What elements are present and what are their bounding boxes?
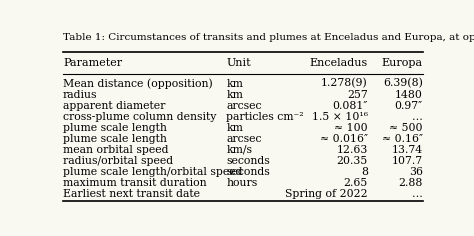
Text: 36: 36 — [409, 167, 423, 177]
Text: cross-plume column density: cross-plume column density — [63, 112, 216, 122]
Text: Spring of 2022: Spring of 2022 — [285, 189, 368, 199]
Text: ≈ 100: ≈ 100 — [334, 123, 368, 133]
Text: plume scale length: plume scale length — [63, 134, 167, 144]
Text: km/s: km/s — [227, 145, 252, 155]
Text: Earliest next transit date: Earliest next transit date — [63, 189, 200, 199]
Text: ≈ 0.016″: ≈ 0.016″ — [319, 134, 368, 144]
Text: 2.88: 2.88 — [399, 178, 423, 188]
Text: mean orbital speed: mean orbital speed — [63, 145, 168, 155]
Text: …: … — [412, 112, 423, 122]
Text: 1.5 × 10¹⁶: 1.5 × 10¹⁶ — [312, 112, 368, 122]
Text: Europa: Europa — [382, 58, 423, 68]
Text: km: km — [227, 123, 243, 133]
Text: particles cm⁻²: particles cm⁻² — [227, 112, 304, 122]
Text: seconds: seconds — [227, 156, 270, 166]
Text: 6.39(8): 6.39(8) — [383, 78, 423, 89]
Text: plume scale length/orbital speed: plume scale length/orbital speed — [63, 167, 242, 177]
Text: ≈ 500: ≈ 500 — [390, 123, 423, 133]
Text: 13.74: 13.74 — [392, 145, 423, 155]
Text: arcsec: arcsec — [227, 134, 262, 144]
Text: 257: 257 — [347, 90, 368, 100]
Text: 107.7: 107.7 — [392, 156, 423, 166]
Text: ≈ 0.16″: ≈ 0.16″ — [382, 134, 423, 144]
Text: Mean distance (opposition): Mean distance (opposition) — [63, 78, 213, 89]
Text: radius: radius — [63, 90, 98, 100]
Text: 1480: 1480 — [395, 90, 423, 100]
Text: maximum transit duration: maximum transit duration — [63, 178, 207, 188]
Text: Enceladus: Enceladus — [310, 58, 368, 68]
Text: 8: 8 — [361, 167, 368, 177]
Text: 0.081″: 0.081″ — [332, 101, 368, 111]
Text: radius/orbital speed: radius/orbital speed — [63, 156, 173, 166]
Text: …: … — [412, 189, 423, 199]
Text: km: km — [227, 79, 243, 88]
Text: 0.97″: 0.97″ — [395, 101, 423, 111]
Text: hours: hours — [227, 178, 258, 188]
Text: arcsec: arcsec — [227, 101, 262, 111]
Text: apparent diameter: apparent diameter — [63, 101, 165, 111]
Text: Unit: Unit — [227, 58, 251, 68]
Text: Parameter: Parameter — [63, 58, 122, 68]
Text: seconds: seconds — [227, 167, 270, 177]
Text: 2.65: 2.65 — [344, 178, 368, 188]
Text: 20.35: 20.35 — [337, 156, 368, 166]
Text: 1.278(9): 1.278(9) — [321, 78, 368, 89]
Text: 12.63: 12.63 — [337, 145, 368, 155]
Text: plume scale length: plume scale length — [63, 123, 167, 133]
Text: Table 1: Circumstances of transits and plumes at Enceladus and Europa, at opposi: Table 1: Circumstances of transits and p… — [63, 33, 474, 42]
Text: km: km — [227, 90, 243, 100]
